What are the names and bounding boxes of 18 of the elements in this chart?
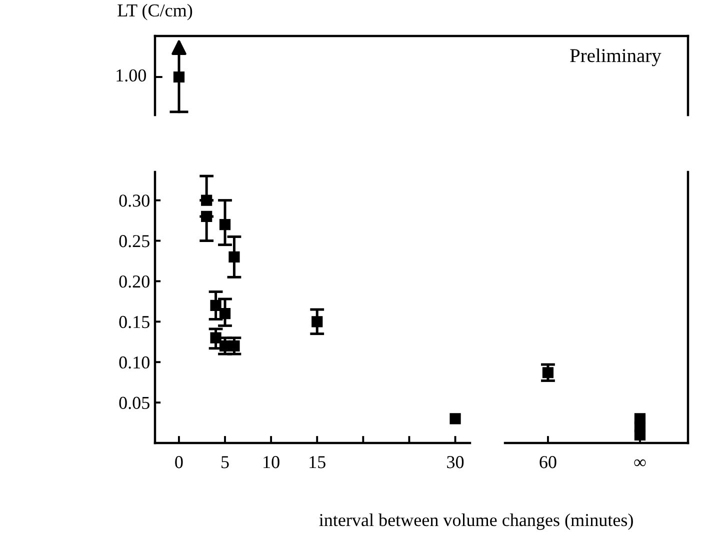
y-tick-label: 0.05	[119, 396, 150, 410]
y-tick-label: 0.20	[119, 275, 150, 288]
x-tick-label: 0	[175, 456, 183, 468]
y-tick-label: 0.15	[119, 316, 150, 328]
x-tick-label: 60	[540, 456, 556, 468]
text: Preliminary	[570, 48, 662, 66]
x-tick-label: 15	[310, 456, 326, 468]
x-tick-label: 30	[447, 456, 464, 468]
y-tick-label: 0.10	[119, 356, 150, 369]
x-tick-label: 10	[264, 456, 280, 468]
point	[450, 413, 461, 424]
x-axis-title: interval between volume changes (minutes)	[319, 513, 633, 530]
text: LT (C/cm)	[118, 4, 192, 20]
y-tick-label: 0.25	[119, 235, 150, 248]
y-tick-label: 0.30	[119, 194, 150, 207]
data-label: 1.00	[116, 69, 146, 82]
x-tick-label: ∞	[634, 459, 646, 466]
x-tick-label: 5	[222, 456, 229, 468]
